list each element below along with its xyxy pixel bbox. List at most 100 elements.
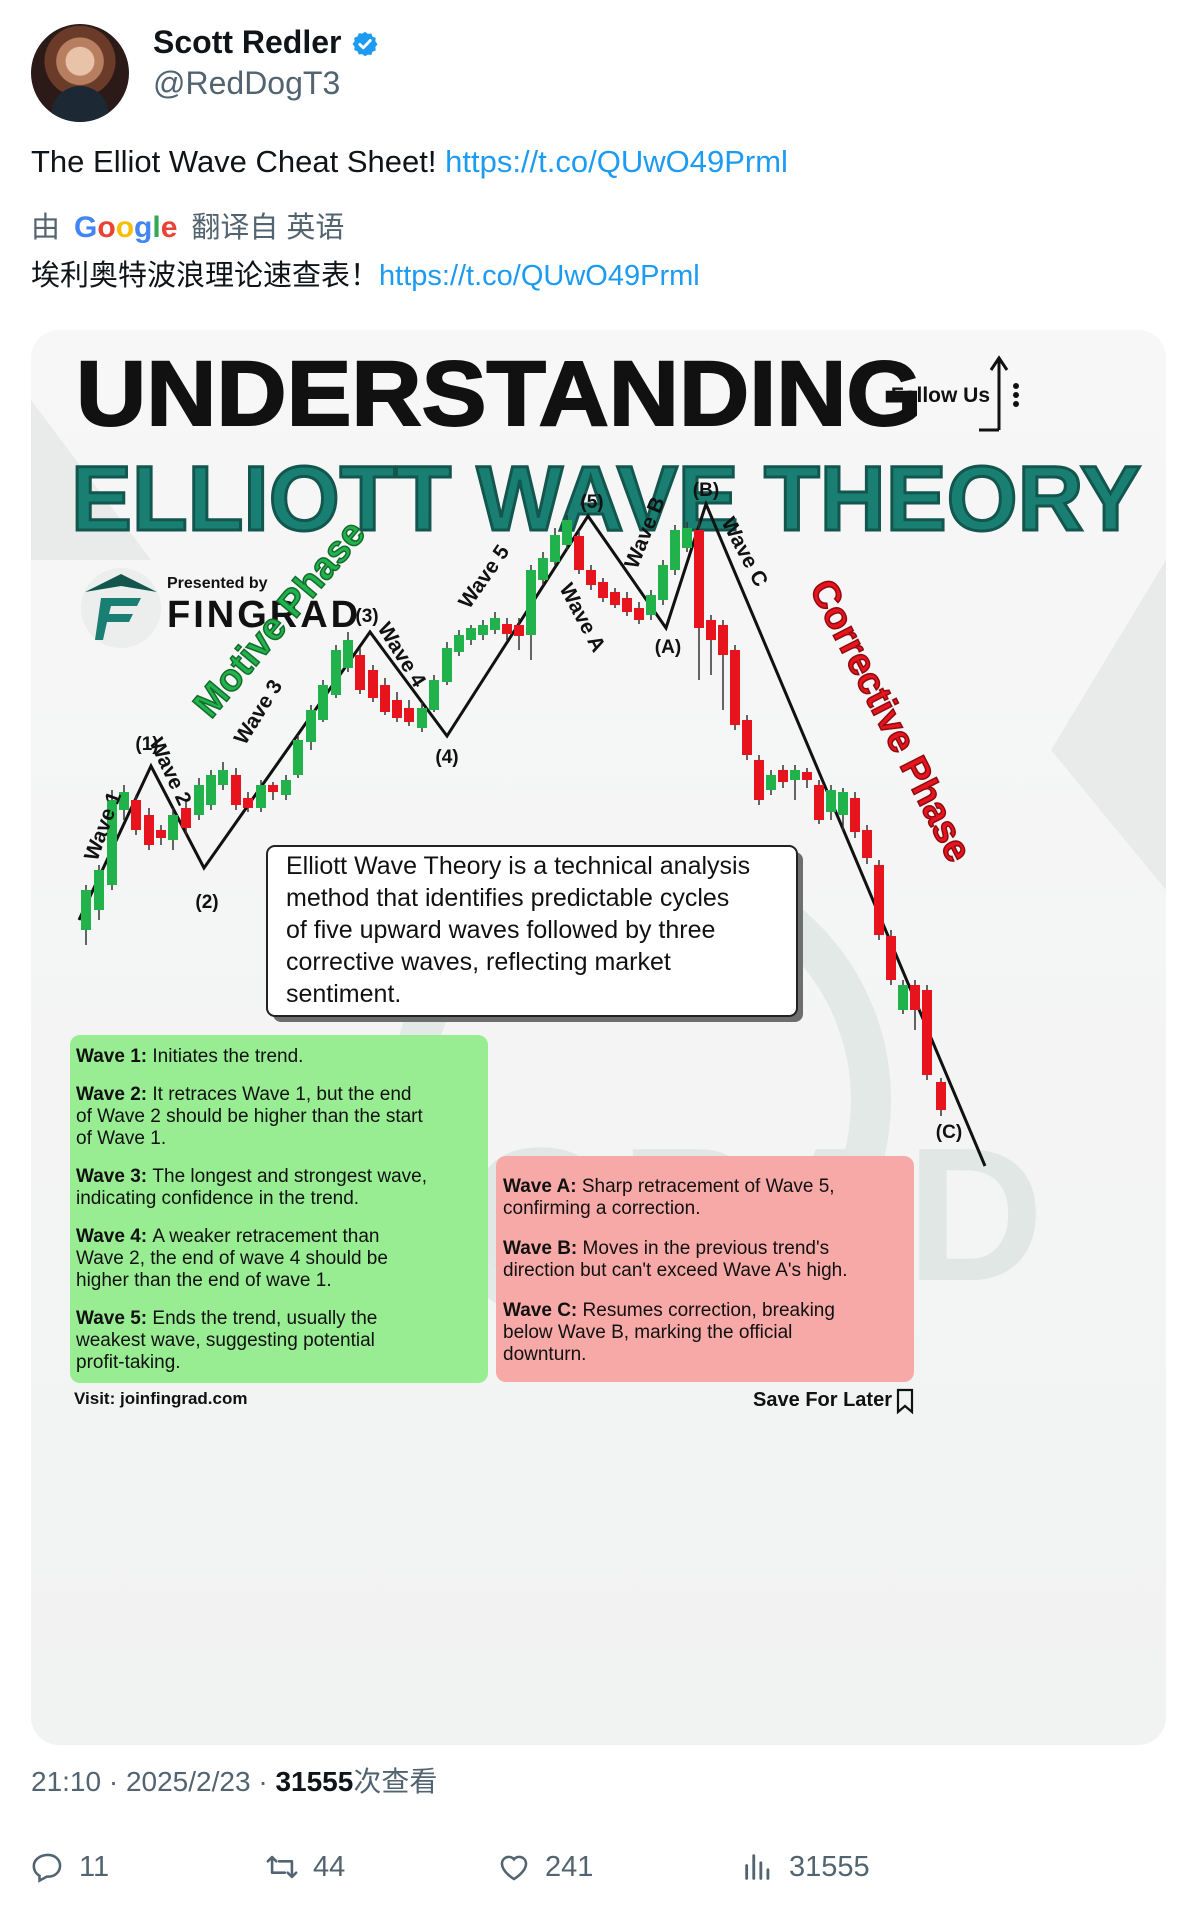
wave-4-label: Wave 4 <box>373 618 431 691</box>
point-b-label: (B) <box>693 480 719 501</box>
candle <box>622 592 632 616</box>
candle <box>658 560 668 605</box>
motive-waves-box <box>70 1035 488 1383</box>
views-button[interactable]: 31555 <box>741 1850 870 1884</box>
candle <box>168 808 178 850</box>
views-label: 次查看 <box>353 1766 438 1797</box>
candle <box>218 762 228 790</box>
verified-badge-icon <box>352 31 378 57</box>
candle <box>318 680 328 722</box>
box-text-line: below Wave B, marking the official <box>503 1322 792 1343</box>
box-text-line: confirming a correction. <box>503 1198 700 1219</box>
candle <box>156 825 166 845</box>
candle <box>898 980 908 1014</box>
box-text-line: higher than the end of wave 1. <box>76 1270 332 1291</box>
candle <box>646 590 656 620</box>
wave-line <box>77 499 987 1167</box>
candle <box>562 515 572 550</box>
repost-button[interactable]: 44 <box>265 1850 345 1884</box>
presented-by-label: Presented by <box>167 575 268 592</box>
reply-count: 11 <box>79 1850 110 1883</box>
candle <box>922 985 932 1080</box>
candle <box>380 678 390 715</box>
definition-line-4: corrective waves, reflecting market <box>286 948 671 976</box>
candle <box>838 788 848 830</box>
candle <box>574 530 584 574</box>
point-3-label: (3) <box>355 606 378 627</box>
box-text-line: Wave 5: Ends the trend, usually the <box>76 1308 377 1329</box>
candle <box>331 645 341 698</box>
candle <box>718 620 728 710</box>
candle <box>392 692 402 722</box>
box-text-line: Wave A: Sharp retracement of Wave 5, <box>503 1176 835 1197</box>
candle <box>706 615 716 675</box>
candle <box>181 800 191 835</box>
title-line-2: ELLIOTT WAVE THEORY <box>71 448 1141 550</box>
candle <box>466 625 476 645</box>
save-for-later-label: Save For Later <box>753 1389 892 1411</box>
candle <box>550 528 560 565</box>
candle <box>850 792 860 838</box>
candle <box>306 705 316 750</box>
like-button[interactable]: 241 <box>497 1850 593 1884</box>
like-count: 241 <box>545 1850 594 1883</box>
box-text-line: of Wave 2 should be higher than the star… <box>76 1106 424 1127</box>
box-text-line: Wave C: Resumes correction, breaking <box>503 1300 835 1321</box>
candle <box>874 860 884 940</box>
tweet-link[interactable]: https://t.co/QUwO49Prml <box>445 144 788 179</box>
box-text-line: direction but can't exceed Wave A's high… <box>503 1260 848 1281</box>
google-logo: Google <box>74 211 178 244</box>
translated-link[interactable]: https://t.co/QUwO49Prml <box>379 260 700 292</box>
wave-1-label: Wave 1 <box>80 788 126 863</box>
author-name[interactable]: Scott Redler <box>153 24 342 60</box>
candle <box>862 825 872 864</box>
candle <box>281 775 291 800</box>
candle <box>730 645 740 730</box>
candle <box>243 792 253 812</box>
candle <box>490 612 500 634</box>
definition-line-1: Elliott Wave Theory is a technical analy… <box>286 852 750 880</box>
candle <box>790 765 800 800</box>
box-text-line: Wave 2, the end of wave 4 should be <box>76 1248 388 1269</box>
candle <box>778 765 788 788</box>
corrective-phase-label: Corrective Phase <box>801 573 979 869</box>
candle <box>144 808 154 850</box>
definition-line-3: of five upward waves followed by three <box>286 916 715 944</box>
follow-us-label: Follow Us <box>891 384 990 407</box>
bookmark-icon <box>896 1388 914 1415</box>
candle <box>598 578 608 602</box>
candle <box>694 520 704 680</box>
box-text-line: Wave 4: A weaker retracement than <box>76 1226 379 1247</box>
candle <box>610 588 620 608</box>
box-text-line: downturn. <box>503 1344 586 1365</box>
follow-arrow-icon <box>979 355 1019 432</box>
candle <box>194 778 204 820</box>
translation-attribution[interactable]: 由 Google 翻译自 英语 <box>31 208 344 248</box>
tweet-date[interactable]: 2025/2/23 <box>125 1766 251 1797</box>
tweet-time[interactable]: 21:10 <box>31 1766 102 1797</box>
tweet-text: The Elliot Wave Cheat Sheet! https://t.c… <box>31 142 788 182</box>
author-handle[interactable]: @RedDogT3 <box>153 65 341 101</box>
point-5-label: (5) <box>580 492 603 513</box>
candle <box>502 618 512 640</box>
candle <box>538 552 548 585</box>
box-text-line: Wave 2: It retraces Wave 1, but the end <box>76 1084 412 1105</box>
wave-5-label: Wave 5 <box>454 541 514 613</box>
avatar[interactable] <box>31 24 129 122</box>
visit-url: Visit: joinfingrad.com <box>74 1389 247 1408</box>
candle <box>94 865 104 920</box>
reply-icon <box>32 1853 62 1883</box>
candle <box>754 755 764 805</box>
candles <box>81 515 946 1116</box>
candle <box>293 735 303 778</box>
box-text-line: of Wave 1. <box>76 1128 166 1149</box>
reply-button[interactable]: 11 <box>31 1850 109 1884</box>
candle <box>404 700 414 726</box>
box-text-line: profit-taking. <box>76 1352 181 1373</box>
candle <box>586 565 596 590</box>
definition-line-5: sentiment. <box>286 980 401 1008</box>
point-4-label: (4) <box>435 747 458 768</box>
candle <box>766 770 776 795</box>
candle <box>206 770 216 810</box>
infographic-image[interactable]: FINGRAD UNDERSTANDING ELLIOTT WAVE THEOR… <box>31 330 1166 1745</box>
